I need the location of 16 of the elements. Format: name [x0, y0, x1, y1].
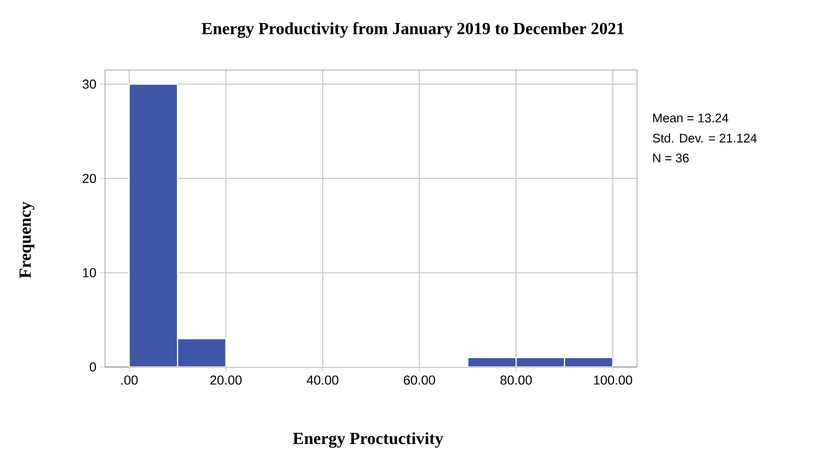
text: Mean = 13.24: [653, 114, 728, 122]
y-axis-title: Frequency: [20, 202, 34, 278]
y-tick-label: 10: [83, 268, 96, 278]
chart-title: Energy Productivity from January 2019 to December 2021: [202, 22, 624, 38]
y-tick-label: 20: [82, 174, 96, 184]
x-tick-label: 60.00: [404, 376, 436, 385]
text: N = 36: [653, 154, 689, 162]
x-tick-label: .00: [121, 376, 138, 385]
x-tick-label: 20.00: [210, 376, 242, 385]
x-tick-label: 100.00: [594, 376, 632, 385]
y-tick-label: 30: [82, 80, 96, 89]
x-tick-label: 80.00: [500, 376, 532, 385]
text: Std. Dev. = 21.124: [652, 133, 757, 143]
x-tick-label: 40.00: [306, 376, 338, 385]
y-tick-label: 0: [90, 362, 96, 372]
x-axis-title: Energy Proctuctivity: [292, 432, 444, 448]
